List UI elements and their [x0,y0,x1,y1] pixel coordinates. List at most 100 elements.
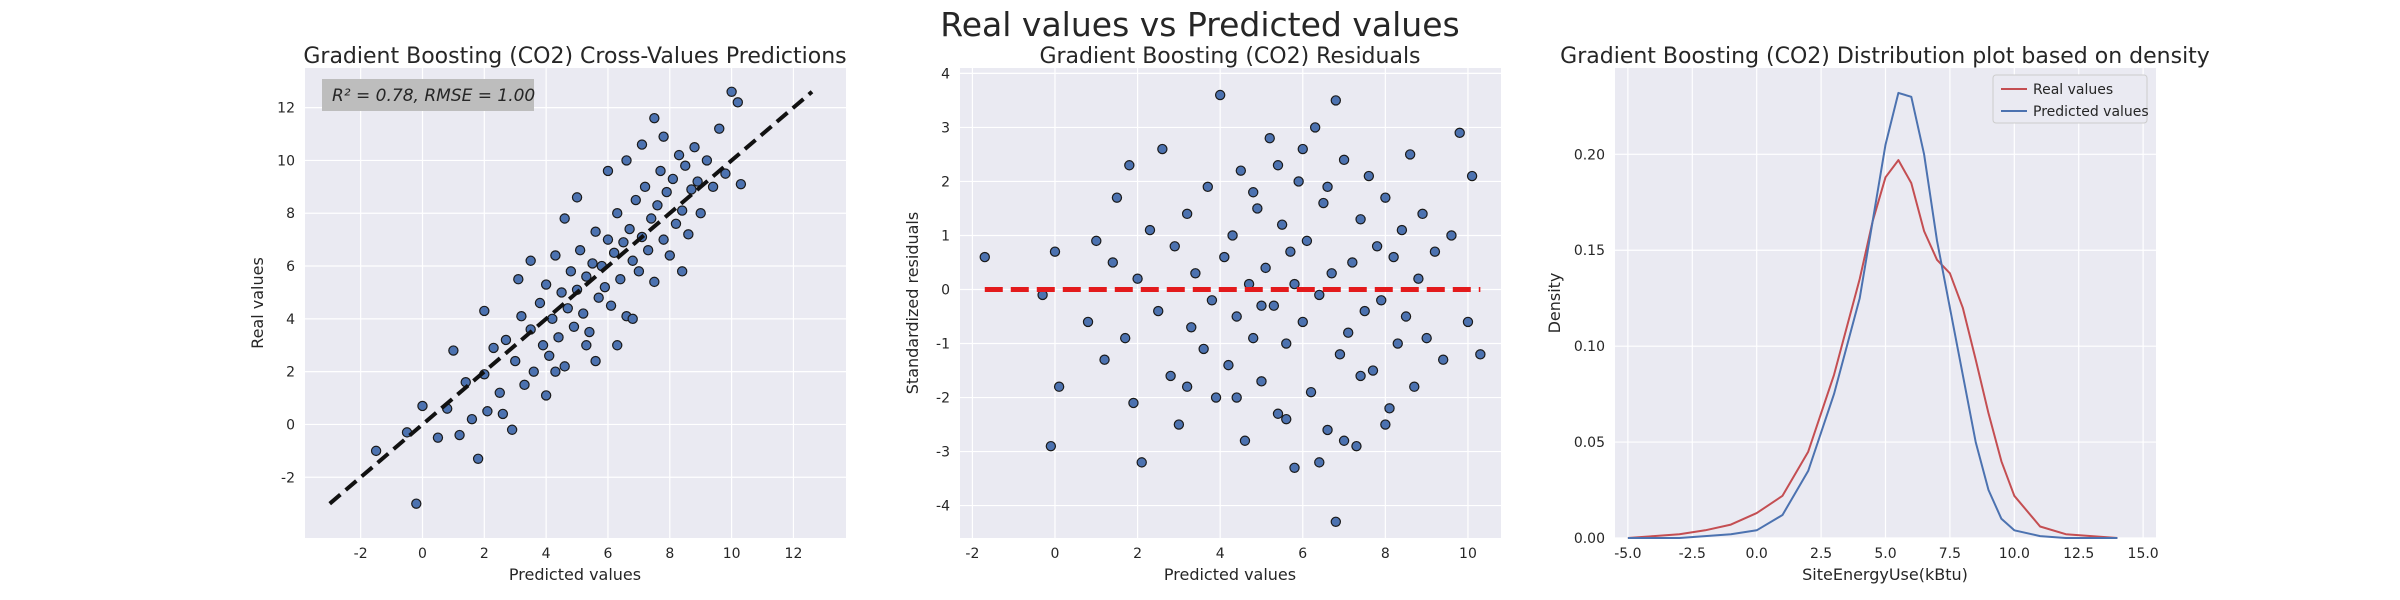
scatter-point [1119,332,1131,344]
scatter-point [642,244,654,256]
scatter-point [649,112,660,124]
density-panel: Gradient Boosting (CO2) Distribution plo… [1545,44,2210,584]
scatter-point [602,165,614,177]
scatter-point [714,123,725,134]
y-tick-label: 8 [286,206,295,222]
scatter-point [1153,305,1164,317]
scatter-point [627,255,638,266]
scatter-point [1297,143,1308,155]
x-tick-label: 8 [1381,546,1390,562]
scatter-point [1301,235,1313,247]
scatter-point [658,234,669,245]
scatter-point [500,334,512,346]
x-tick-label: 2 [1133,546,1142,562]
scatter-point [590,226,601,237]
scatter-point [1371,241,1383,252]
scatter-point [624,223,635,235]
overlay-1 [328,90,814,506]
panel-3-xlabel: SiteEnergyUse(kBtu) [1802,565,1968,584]
scatter-point [602,234,614,245]
scatter-point [599,281,611,293]
scatter-point [1437,354,1449,365]
scatter-point [479,305,490,317]
scatter-point [568,321,580,332]
scatter-panel-predictions: Gradient Boosting (CO2) Cross-Values Pre… [248,44,847,584]
scatter-point [1107,257,1119,268]
density-line [1627,91,2118,539]
scatter-point [1206,295,1218,306]
scatter-point [670,218,682,229]
scatter-point [1264,133,1275,144]
scatter-point [528,366,539,377]
x-tick-label: 12 [785,546,803,562]
scatter-point [1322,424,1333,436]
scatter-point [735,178,747,190]
scatter-point [540,279,552,290]
scatter-point [1252,203,1263,214]
scatter-point [1342,327,1354,338]
scatter-point [584,326,595,338]
scatter-point [1281,338,1292,349]
scatter-point [655,165,666,177]
scatter-point [1181,381,1193,392]
scatter-point [1231,311,1242,322]
scatter-point [686,184,697,195]
panel-1-xlabel: Predicted values [509,565,641,584]
scatter-point [1309,122,1321,133]
y-tick-label: 0.15 [1574,243,1605,259]
scatter-point [1384,403,1395,414]
scatter-point [664,250,675,261]
scatter-point [1281,413,1292,425]
x-tick-label: 10 [1459,546,1477,562]
scatter-point [1053,381,1065,392]
scatter-point [661,186,672,198]
scatter-point [553,332,564,343]
x-tick-label: 0.0 [1746,546,1768,562]
x-tick-label: 6 [603,546,612,562]
scatter-point [1355,214,1366,225]
scatter-point [979,251,990,263]
scatter-point [494,387,505,398]
panel-2-ylabel: Standardized residuals [903,212,922,394]
density-line [1627,159,2118,539]
y-tick-label: 0 [286,417,295,433]
panel-2-xlabel: Predicted values [1164,565,1296,584]
scatter-point [417,400,428,412]
scatter-point [673,149,685,161]
scatter-point [1214,89,1226,101]
y-tick-label: 4 [941,66,950,82]
scatter-point [1181,208,1193,220]
scatter-point [683,229,694,240]
scatter-point [1173,419,1185,430]
scatter-point [519,379,530,391]
scatter-point [1132,273,1143,284]
scatter-point [513,274,524,285]
scatter-point [1413,273,1424,284]
scatter-point [658,131,669,142]
scatter-point [1285,246,1296,257]
scatter-point [1404,149,1416,160]
scatter-point [1334,349,1346,360]
scatter-point [1322,181,1333,193]
scatter-point [1359,305,1370,317]
y-tick-label: 2 [941,174,950,190]
scatter-point [621,155,632,166]
scatter-point [630,194,641,206]
scatter-point [1198,343,1209,355]
scatter-point [1409,381,1420,392]
scatter-point [1111,192,1123,203]
x-tick-label: -5.0 [1614,546,1641,562]
scatter-point [1330,516,1342,527]
scatter-point [1190,268,1201,279]
scatter-point [590,355,601,367]
scatter-point [488,342,499,354]
scatter-point [1363,170,1375,182]
scatter-point [510,355,521,367]
legend: Real values Predicted values [1992,74,2149,124]
scatter-point [472,453,484,464]
scatter-point [1326,268,1337,279]
scatter-point [1475,349,1486,360]
figure-suptitle: Real values vs Predicted values [940,5,1459,44]
y-tick-label: 4 [286,312,295,328]
scatter-point [1186,322,1197,333]
